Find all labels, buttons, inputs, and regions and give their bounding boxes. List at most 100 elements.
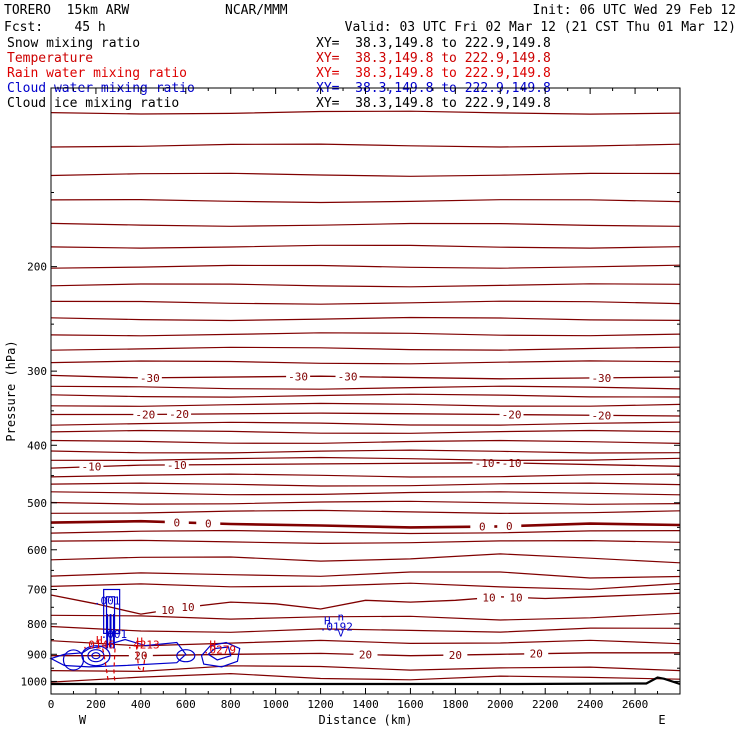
- temperature-contour-label: -20: [135, 408, 155, 421]
- y-tick-label: 800: [27, 618, 47, 631]
- temperature-contour: [50, 449, 681, 454]
- extremum-label: H: [209, 638, 216, 651]
- extremum-label: .0279: [203, 644, 236, 657]
- temperature-contour: [50, 482, 681, 487]
- temperature-contour-label: -20: [591, 409, 611, 422]
- temperature-contour: [50, 539, 681, 545]
- cloud-water-contour: [49, 638, 187, 668]
- x-tick-label: 200: [86, 698, 106, 711]
- field-xy-temperature: XY= 38.3,149.8 to 222.9,149.8: [316, 51, 551, 66]
- temperature-contour: [50, 393, 681, 398]
- extremum-label: n: [337, 611, 344, 624]
- temperature-contour: [50, 456, 681, 462]
- temperature-contour-label: 20: [359, 649, 372, 662]
- field-xy-cloud-ice: XY= 38.3,149.8 to 222.9,149.8: [316, 96, 551, 111]
- temperature-contour: [50, 529, 681, 535]
- x-tick-label: 800: [221, 698, 241, 711]
- contour-label-bg: [443, 647, 468, 661]
- y-tick-label: 500: [27, 497, 47, 510]
- contour-label-bg: [133, 407, 158, 421]
- x-axis-title: Distance (km): [319, 713, 413, 727]
- y-tick-label: 1000: [21, 675, 48, 688]
- temperature-contour: [50, 625, 681, 633]
- temperature-contour-0: [50, 519, 681, 529]
- x-tick-label: 400: [131, 698, 151, 711]
- x-tick-label: 600: [176, 698, 196, 711]
- init-time: Init: 06 UTC Wed 29 Feb 12: [532, 3, 737, 18]
- temperature-contour: [50, 500, 681, 505]
- temperature-contour-label: 0: [205, 517, 212, 530]
- temperature-contour-label: 0: [173, 516, 180, 529]
- contour-label-bg: [196, 516, 221, 530]
- temperature-contour-label: 10: [482, 592, 495, 605]
- temperature-contour--20: [51, 412, 681, 417]
- contour-label-bg: [137, 370, 162, 384]
- temperature-contour: [50, 346, 681, 351]
- temperature-contour: [50, 332, 681, 337]
- x-tick-label: 2600: [622, 698, 649, 711]
- west-label: W: [79, 713, 87, 727]
- contour-label-bg: [472, 455, 497, 469]
- contour-label-bg: [497, 519, 522, 533]
- cloud-water-contour: [91, 652, 101, 660]
- x-tick-label: 0: [48, 698, 55, 711]
- field-label-cloud-ice: Cloud ice mixing ratio: [7, 96, 180, 111]
- contour-label-bg: [524, 646, 549, 660]
- temperature-contour: [50, 198, 681, 204]
- valid-time: Valid: 03 UTC Fri 02 Mar 12 (21 CST Thu …: [344, 20, 736, 35]
- field-label-rain: Rain water mixing ratio: [7, 66, 188, 81]
- temperature-contour-label: -10: [502, 457, 522, 470]
- x-tick-label: 1600: [397, 698, 424, 711]
- extremum-label: v: [337, 626, 344, 639]
- contour-label-bg: [167, 407, 192, 421]
- temperature-contour: [50, 244, 681, 249]
- temperature-contour: [50, 612, 681, 621]
- extremum-label: .0192: [320, 620, 353, 633]
- temperature-contour: [50, 672, 681, 683]
- contour-label-bg: [164, 457, 189, 471]
- temperature-contour-label: -30: [288, 370, 308, 383]
- x-tick-label: 1800: [442, 698, 469, 711]
- temperature-contour: [50, 283, 681, 288]
- contour-label-bg: [589, 370, 614, 384]
- extremum-label: .4213: [127, 638, 160, 651]
- temperature-contour-label: -30: [140, 372, 160, 385]
- temperature-contour: [50, 222, 681, 227]
- cloud-water-contour: [62, 649, 85, 671]
- field-label-cloud-water: Cloud water mixing ratio: [7, 81, 195, 96]
- extremum-label: .001: [101, 628, 128, 641]
- terrain-line: [51, 676, 681, 686]
- y-tick-label: 400: [27, 439, 47, 452]
- temperature-contour-label: -20: [169, 408, 189, 421]
- y-axis-title: Pressure (hPa): [4, 340, 18, 441]
- temperature-contour-label: 20: [530, 648, 543, 661]
- contour-label-bg: [477, 590, 502, 604]
- temperature-contour-label: -10: [167, 459, 187, 472]
- temperature-contour: [50, 143, 681, 148]
- temperature-contour: [50, 509, 681, 515]
- extremum-label: H: [136, 636, 143, 649]
- extremum-label: .001: [94, 595, 121, 608]
- contour-label-bg: [470, 519, 495, 533]
- contour-label-bg: [499, 407, 524, 421]
- x-tick-label: 2200: [532, 698, 559, 711]
- temperature-contour: [50, 582, 681, 590]
- rain-water-contour: [135, 645, 146, 672]
- temperature-contour-label: 10: [181, 601, 194, 614]
- y-tick-label: 700: [27, 584, 47, 597]
- temperature-contour--10: [50, 462, 681, 469]
- temperature-contour: [50, 571, 681, 579]
- temperature-contour: [50, 385, 681, 390]
- temperature-contour: [50, 439, 681, 444]
- x-tick-label: 2000: [487, 698, 514, 711]
- extremum-label: H: [324, 615, 331, 628]
- temperature-contour: [50, 429, 681, 434]
- temperature-contour: [50, 360, 681, 365]
- contour-label-bg: [286, 369, 311, 383]
- rain-water-contour: [102, 648, 116, 685]
- temperature-contour-label: 10: [161, 604, 174, 617]
- temperature-contour: [50, 172, 681, 177]
- contour-label-bg: [589, 408, 614, 422]
- temperature-contour: [50, 639, 681, 647]
